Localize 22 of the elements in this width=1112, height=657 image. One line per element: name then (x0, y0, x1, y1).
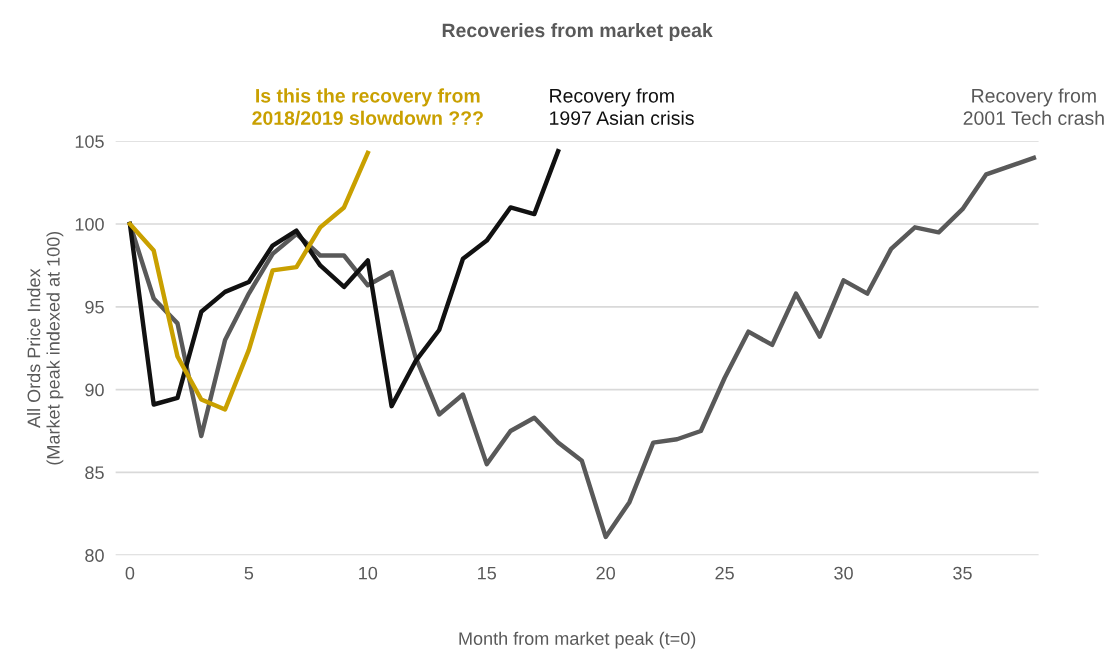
y-tick-label: 105 (75, 135, 104, 148)
x-tick-label: 20 (596, 566, 616, 580)
line-series (127, 148, 561, 409)
x-tick-label: 10 (359, 566, 378, 580)
x-axis-title: Month from market peak (t=0) (459, 631, 696, 649)
text: Is this the recovery from 2018/2019 slowdown ??? (252, 88, 483, 126)
x-tick-label: 35 (953, 566, 972, 580)
y-axis-title: All Ords Price Index (Market peak indexed at 100) (27, 231, 64, 465)
x-tick-label: 5 (244, 566, 254, 580)
x-tick-label: 0 (125, 566, 135, 580)
y-tick-label: 80 (85, 549, 104, 562)
x-tick-label: 15 (478, 566, 497, 580)
y-tick-label: 90 (85, 383, 104, 397)
line-series (127, 150, 371, 412)
y-tick-label: 100 (75, 217, 104, 231)
series-label: Recovery from 1997 Asian crisis (550, 88, 694, 125)
x-tick-label: 30 (834, 566, 853, 580)
chart-title: Recoveries from market peak (442, 23, 713, 42)
y-tick-label: 95 (85, 300, 104, 314)
x-tick-label: 25 (715, 566, 734, 580)
y-tick-label: 85 (85, 466, 104, 480)
text: Recovery from 2001 Tech crash (963, 88, 1104, 125)
